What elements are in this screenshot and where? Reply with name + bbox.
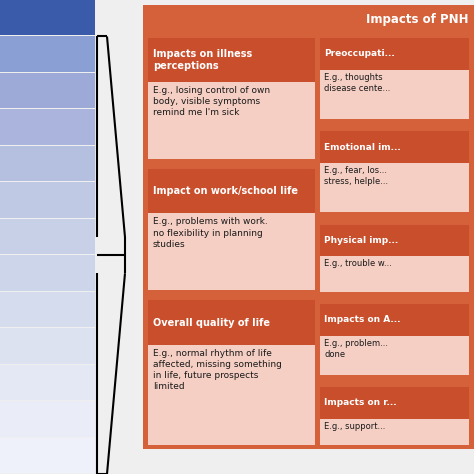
Text: E.g., fear, los...
stress, helple...: E.g., fear, los... stress, helple... (325, 166, 389, 186)
Bar (0, 219, 95, 254)
Text: Impact on work/school life: Impact on work/school life (153, 186, 298, 196)
Bar (320, 225, 469, 256)
Text: E.g., normal rhythm of life
affected, missing something
in life, future prospect: E.g., normal rhythm of life affected, mi… (153, 349, 282, 391)
Text: Preoccupati...: Preoccupati... (325, 49, 395, 58)
Text: Impacts on r...: Impacts on r... (325, 398, 397, 407)
Bar (0, 292, 95, 327)
Bar (320, 131, 469, 212)
Bar (0, 0, 95, 36)
Bar (148, 38, 316, 82)
Bar (0, 438, 95, 473)
Bar (0, 146, 95, 182)
Text: Impacts on illness
perceptions: Impacts on illness perceptions (153, 49, 252, 71)
Text: E.g., losing control of own
body, visible symptoms
remind me I'm sick: E.g., losing control of own body, visibl… (153, 86, 270, 118)
Bar (0, 365, 95, 400)
Bar (148, 169, 316, 213)
Bar (320, 38, 469, 70)
Text: Overall quality of life: Overall quality of life (153, 318, 270, 328)
Bar (143, 5, 474, 449)
Bar (320, 38, 469, 119)
Text: Impacts on A...: Impacts on A... (325, 315, 401, 324)
Bar (320, 304, 469, 374)
Text: E.g., support...: E.g., support... (325, 421, 386, 430)
Text: E.g., thoughts
disease cente...: E.g., thoughts disease cente... (325, 73, 391, 93)
Bar (0, 328, 95, 364)
Bar (0, 109, 95, 145)
Bar (320, 387, 469, 445)
Bar (0, 36, 95, 72)
Bar (0, 401, 95, 437)
Bar (148, 169, 316, 290)
Text: E.g., problems with work.
no flexibility in planning
studies: E.g., problems with work. no flexibility… (153, 218, 268, 249)
Bar (320, 225, 469, 292)
Text: E.g., trouble w...: E.g., trouble w... (325, 259, 392, 268)
Text: E.g., problem...
done: E.g., problem... done (325, 339, 389, 359)
Text: Emotional im...: Emotional im... (325, 143, 401, 152)
Text: Physical imp...: Physical imp... (325, 236, 399, 245)
Bar (148, 301, 316, 345)
Bar (320, 387, 469, 419)
Bar (0, 255, 95, 291)
Bar (0, 73, 95, 109)
Bar (0, 182, 95, 218)
Text: Impacts of PNH: Impacts of PNH (366, 12, 469, 26)
Bar (320, 304, 469, 336)
Bar (148, 301, 316, 445)
Bar (320, 131, 469, 163)
Bar (148, 38, 316, 159)
